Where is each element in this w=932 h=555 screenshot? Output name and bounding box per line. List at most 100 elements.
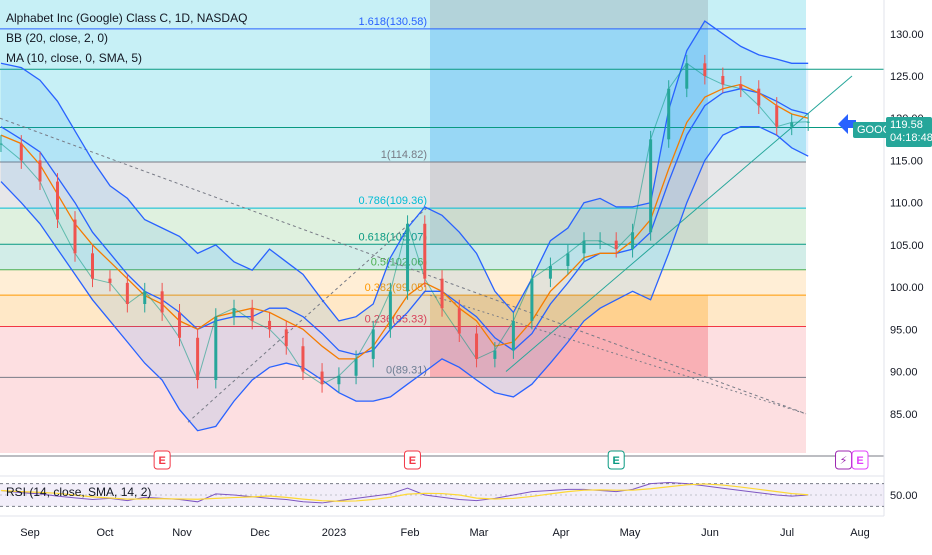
candle-body bbox=[160, 291, 164, 313]
candle-body bbox=[320, 371, 324, 385]
candle-body bbox=[614, 240, 618, 250]
price-tick-label: 110.00 bbox=[890, 198, 923, 210]
time-tick-label: Mar bbox=[470, 527, 489, 539]
fib-zone bbox=[0, 208, 806, 245]
time-tick-label: Sep bbox=[20, 527, 40, 539]
price-tick-label: 130.00 bbox=[890, 29, 924, 41]
time-tick-label: 2023 bbox=[322, 527, 346, 539]
rsi-sma-line bbox=[0, 483, 809, 502]
candle-body bbox=[73, 219, 77, 254]
candle-body bbox=[685, 63, 689, 89]
candle-body bbox=[143, 291, 147, 304]
fib-zone-top bbox=[0, 0, 806, 29]
price-axis-bg bbox=[884, 0, 932, 550]
fib-zone bbox=[0, 269, 806, 296]
candle-body bbox=[566, 253, 570, 266]
candle-body bbox=[108, 278, 112, 283]
last-price: 119.58 bbox=[890, 119, 923, 131]
time-tick-label: Aug bbox=[850, 527, 870, 539]
ma-indicator-label[interactable]: MA (10, close, 0, SMA, 5) bbox=[6, 51, 143, 65]
fib-zone bbox=[0, 244, 806, 270]
price-tick-label: 100.00 bbox=[890, 282, 924, 294]
candle-body bbox=[423, 223, 427, 279]
rsi-indicator-label[interactable]: RSI (14, close, SMA, 14, 2) bbox=[6, 485, 152, 499]
fib-level-label: 0.236(95.33) bbox=[365, 314, 427, 326]
candle-body bbox=[371, 329, 375, 359]
candle-body bbox=[548, 266, 552, 279]
candle-body bbox=[250, 308, 254, 321]
candle-body bbox=[354, 358, 358, 376]
price-tick-label: 105.00 bbox=[890, 240, 924, 252]
fib2-zone-top bbox=[430, 0, 708, 29]
event-marker-box bbox=[153, 450, 171, 470]
fib-zone bbox=[0, 161, 806, 209]
fib-zone bbox=[0, 326, 806, 378]
fib2-zone bbox=[430, 28, 708, 162]
bar-countdown: 04:18:48 bbox=[890, 132, 932, 144]
candle-body bbox=[667, 88, 671, 140]
time-tick-label: Feb bbox=[401, 527, 420, 539]
candle-body bbox=[598, 240, 602, 242]
symbol-badge: GOOG bbox=[853, 122, 896, 138]
candle-body bbox=[739, 84, 743, 89]
candle-body bbox=[775, 105, 779, 127]
time-tick-label: Apr bbox=[552, 527, 569, 539]
rsi-line bbox=[0, 482, 809, 504]
candle-body bbox=[388, 291, 392, 330]
candle-body bbox=[511, 320, 515, 351]
candle-body bbox=[649, 139, 653, 233]
trendline-dashed bbox=[429, 294, 807, 415]
time-tick-label: Jun bbox=[701, 527, 719, 539]
time-tick-label: Jul bbox=[780, 527, 794, 539]
price-tick-label: 115.00 bbox=[890, 155, 923, 167]
candle-body bbox=[457, 308, 461, 334]
candle-body bbox=[721, 76, 725, 85]
candle-body bbox=[406, 223, 410, 292]
candle-body bbox=[582, 240, 586, 254]
candle-body bbox=[493, 350, 497, 359]
price-tick-label: 125.00 bbox=[890, 71, 924, 83]
bb-indicator-label[interactable]: BB (20, close, 2, 0) bbox=[6, 31, 109, 45]
fib-level-label: 0.786(109.36) bbox=[359, 195, 428, 207]
chart-title[interactable]: Alphabet Inc (Google) Class C, 1D, NASDA… bbox=[6, 11, 248, 25]
candle-body bbox=[757, 88, 761, 106]
bb-cloud bbox=[0, 21, 809, 431]
candle-body bbox=[337, 375, 341, 385]
candle-body bbox=[19, 143, 23, 161]
time-tick-label: Dec bbox=[250, 527, 270, 539]
trendline-dashed bbox=[0, 117, 807, 415]
candle-body bbox=[196, 337, 200, 380]
fib-level-label: 1(114.82) bbox=[381, 149, 427, 161]
candle-body bbox=[631, 232, 635, 250]
time-tick-label: May bbox=[620, 527, 641, 539]
candle-body bbox=[790, 122, 794, 127]
fib-zone bbox=[0, 28, 806, 162]
price-tick-label: 95.00 bbox=[890, 324, 918, 336]
candle-body bbox=[284, 329, 288, 347]
candle-body bbox=[38, 160, 42, 182]
candle-body bbox=[440, 278, 444, 309]
fib-level-label: 1.618(130.58) bbox=[359, 16, 428, 28]
candle-body bbox=[232, 308, 236, 317]
candle-body bbox=[806, 121, 810, 123]
event-marker-label: ⚡ bbox=[840, 455, 848, 467]
event-marker-box bbox=[851, 450, 869, 470]
fib-level-label: 0.618(105.07) bbox=[359, 231, 428, 243]
time-tick-label: Nov bbox=[172, 527, 192, 539]
series-line-bb-lower bbox=[0, 126, 809, 432]
candle-body bbox=[703, 63, 707, 76]
event-marker-label: E bbox=[158, 455, 165, 467]
candle-body bbox=[56, 181, 59, 220]
price-tick-label: 90.00 bbox=[890, 367, 918, 379]
fib-zone-bottom bbox=[0, 377, 806, 453]
candle-body bbox=[301, 346, 305, 372]
candle-body bbox=[530, 278, 534, 321]
price-tick-label: 85.00 bbox=[890, 409, 918, 421]
candle-body bbox=[91, 253, 94, 279]
event-marker-box bbox=[607, 450, 625, 470]
fib-zone bbox=[0, 295, 806, 327]
last-price-badge: 119.58 04:18:48 bbox=[886, 117, 932, 147]
event-marker-label: E bbox=[856, 455, 863, 467]
